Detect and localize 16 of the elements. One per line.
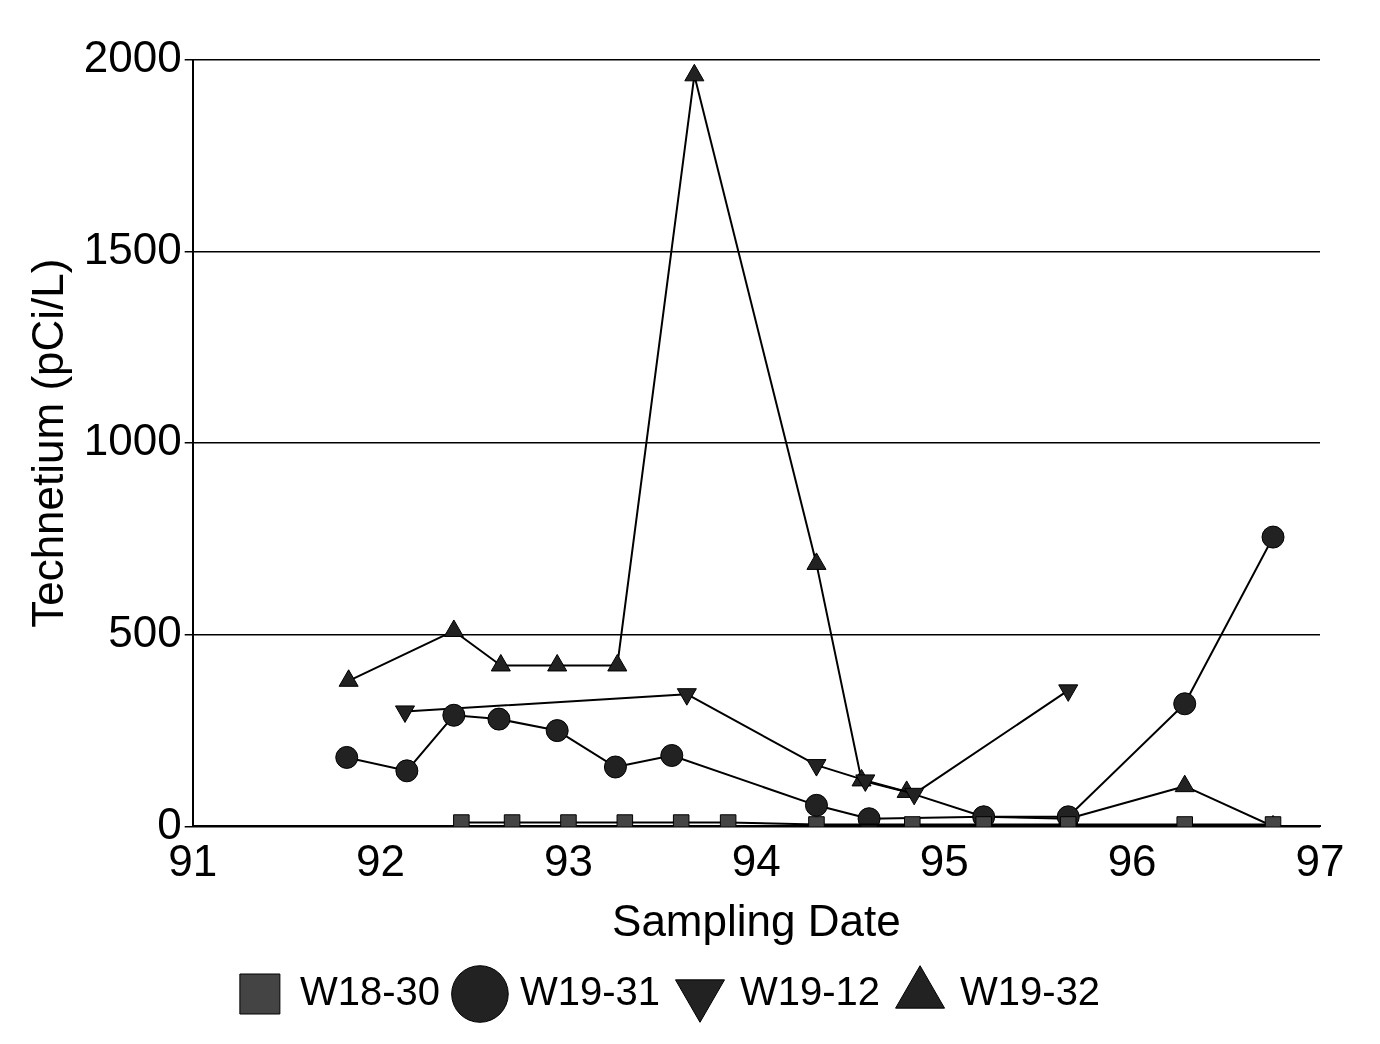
x-tick-label: 92 xyxy=(356,835,406,885)
legend-label: W19-32 xyxy=(960,969,1101,1014)
legend-label: W19-31 xyxy=(519,969,660,1014)
x-tick-label: 97 xyxy=(1295,835,1345,885)
legend-label: W19-12 xyxy=(740,969,881,1014)
x-tick-label: 96 xyxy=(1107,835,1157,885)
x-tick-label: 95 xyxy=(919,835,969,885)
y-tick-label: 500 xyxy=(108,606,182,656)
y-tick-label: 2000 xyxy=(83,32,182,82)
x-tick-label: 94 xyxy=(731,835,781,885)
x-axis-title: Sampling Date xyxy=(612,895,901,945)
legend-label: W18-30 xyxy=(299,969,440,1014)
y-tick-label: 1000 xyxy=(83,415,182,465)
y-tick-label: 1500 xyxy=(83,223,182,273)
y-axis-title: Technetium (pCi/L) xyxy=(22,258,72,628)
x-tick-label: 93 xyxy=(543,835,593,885)
